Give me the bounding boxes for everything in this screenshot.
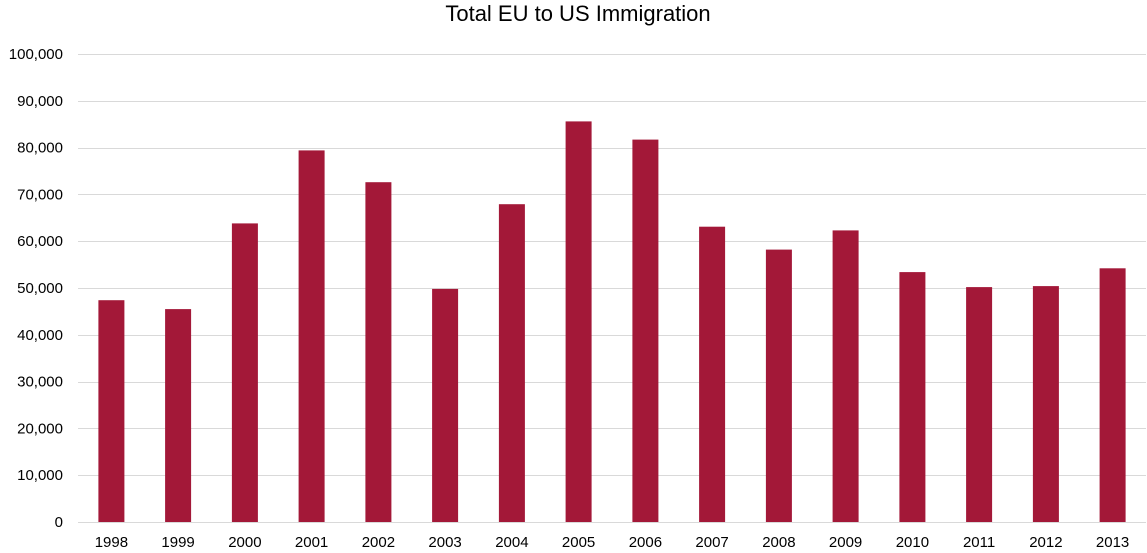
y-tick-label: 20,000	[17, 420, 63, 437]
x-tick-label: 2001	[295, 534, 328, 551]
bar-2003	[432, 288, 459, 522]
x-tick-label: 1998	[95, 534, 128, 551]
y-tick-label: 80,000	[17, 140, 63, 157]
x-tick-label: 2007	[695, 534, 728, 551]
y-tick-label: 10,000	[17, 467, 63, 484]
bar-2000	[231, 223, 258, 522]
bar-2012	[1032, 286, 1059, 522]
bar-2002	[365, 182, 392, 522]
bar-2009	[832, 230, 859, 522]
x-tick-label: 1999	[161, 534, 194, 551]
y-tick-label: 0	[55, 514, 63, 531]
x-tick-label: 2005	[562, 534, 595, 551]
bar-1998	[98, 300, 125, 522]
bars	[98, 121, 1126, 523]
x-tick-label: 2000	[228, 534, 261, 551]
x-tick-label: 2003	[428, 534, 461, 551]
x-tick-label: 2010	[896, 534, 929, 551]
x-tick-label: 2002	[362, 534, 395, 551]
x-tick-label: 2011	[963, 534, 995, 551]
y-tick-label: 40,000	[17, 327, 63, 344]
bar-2005	[565, 121, 592, 523]
y-tick-label: 90,000	[17, 93, 63, 110]
y-tick-label: 50,000	[17, 280, 63, 297]
y-tick-label: 30,000	[17, 374, 63, 391]
x-tick-label: 2013	[1096, 534, 1129, 551]
x-tick-label: 2009	[829, 534, 862, 551]
bar-2008	[765, 249, 792, 522]
x-tick-label: 2006	[629, 534, 662, 551]
chart-title: Total EU to US Immigration	[445, 1, 710, 26]
bar-2011	[966, 287, 993, 522]
x-axis-tick-labels: 1998 1999 2000 2001 2002 2003 2004 2005 2006 2007…	[95, 534, 1130, 551]
bar-2004	[498, 204, 525, 522]
y-tick-label: 70,000	[17, 186, 63, 203]
y-tick-label: 100,000	[9, 46, 63, 63]
bar-2010	[899, 272, 926, 522]
y-tick-label: 60,000	[17, 233, 63, 250]
bar-2007	[699, 226, 726, 522]
bar-2001	[298, 150, 325, 522]
x-tick-label: 2008	[762, 534, 795, 551]
bar-2006	[632, 139, 659, 522]
x-tick-label: 2012	[1029, 534, 1062, 551]
bar-2013	[1099, 268, 1126, 522]
x-tick-label: 2004	[495, 534, 528, 551]
bar-1999	[165, 309, 192, 522]
y-axis-tick-labels: 0 10,000 20,000 30,000 40,000 50,000 60,000 70,…	[9, 46, 63, 531]
